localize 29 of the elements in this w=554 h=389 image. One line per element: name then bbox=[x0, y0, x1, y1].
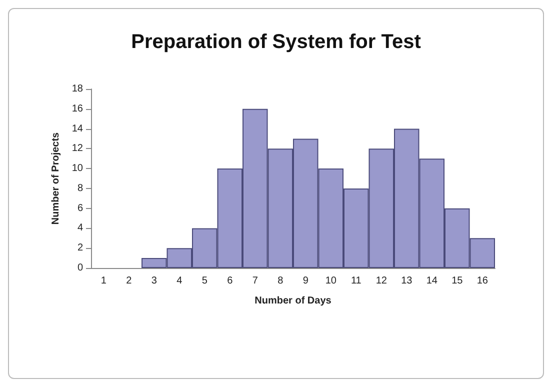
y-tick-label: 6 bbox=[77, 202, 84, 214]
y-tick-label: 12 bbox=[72, 143, 84, 154]
chart-title: Preparation of System for Test bbox=[131, 31, 422, 53]
x-tick-label: 13 bbox=[401, 276, 413, 286]
x-axis-title: Number of Days bbox=[254, 296, 332, 306]
y-tick-label: 18 bbox=[72, 84, 84, 94]
x-tick-label: 6 bbox=[227, 276, 234, 286]
x-tick-label: 15 bbox=[452, 276, 464, 286]
y-tick-label: 2 bbox=[77, 242, 84, 254]
x-tick-label: 5 bbox=[202, 276, 208, 286]
x-tick-label: 9 bbox=[302, 276, 309, 286]
x-tick-label: 16 bbox=[476, 276, 488, 286]
y-axis-title: Number of Projects bbox=[50, 132, 62, 225]
x-tick-label: 14 bbox=[426, 276, 438, 286]
x-tick-label: 7 bbox=[252, 276, 258, 286]
y-tick-label: 4 bbox=[77, 222, 84, 234]
x-tick-label: 8 bbox=[278, 276, 284, 286]
x-tick-label: 10 bbox=[325, 276, 337, 286]
y-tick-label: 16 bbox=[72, 103, 84, 114]
y-tick-label: 10 bbox=[72, 163, 84, 174]
y-tick-label: 8 bbox=[77, 182, 84, 194]
x-tick-label: 12 bbox=[376, 276, 388, 286]
x-tick-label: 11 bbox=[350, 276, 362, 286]
x-tick-label: 3 bbox=[151, 276, 158, 286]
x-tick-label: 4 bbox=[176, 276, 183, 286]
y-tick-label: 0 bbox=[77, 262, 84, 274]
x-tick-label: 2 bbox=[126, 276, 132, 286]
y-tick-label: 14 bbox=[72, 123, 84, 134]
x-tick-label: 1 bbox=[100, 276, 107, 286]
